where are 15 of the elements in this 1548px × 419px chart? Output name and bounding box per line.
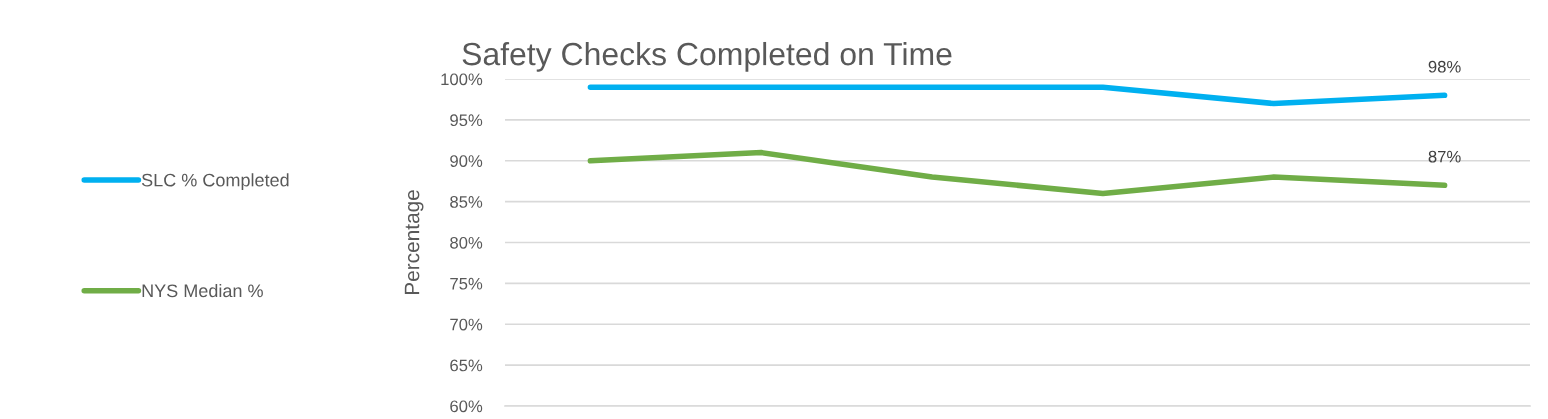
data-label: 87% (1428, 150, 1461, 163)
y-tick-label: 80% (450, 236, 483, 249)
chart-title: Safety Checks Completed on Time (462, 41, 952, 72)
y-tick-label: 85% (450, 196, 483, 208)
legend-label: SLC % Completed (141, 173, 289, 191)
y-tick-label: 90% (450, 155, 483, 167)
y-tick-label: 65% (450, 359, 483, 372)
y-tick-label: 60% (450, 400, 483, 413)
legend-label: NYS Median % (142, 283, 263, 298)
data-label: 98% (1428, 60, 1461, 73)
y-axis-title: Percentage (404, 190, 424, 295)
y-tick-label: 95% (450, 114, 483, 127)
y-tick-label: 70% (450, 318, 483, 331)
y-tick-label: 75% (450, 277, 483, 290)
y-tick-label: 100% (441, 73, 483, 86)
